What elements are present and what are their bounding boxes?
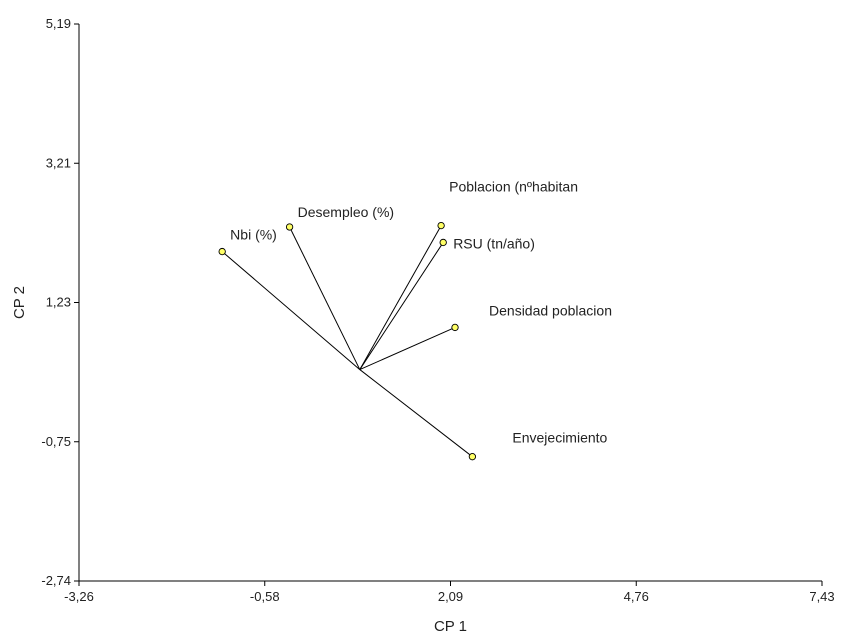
- vector-line: [359, 225, 442, 370]
- x-tick-label: 7,43: [809, 589, 834, 604]
- vector-line: [359, 369, 473, 458]
- vector-label: Nbi (%): [230, 227, 277, 243]
- vector-point: [468, 453, 477, 461]
- vector-line: [221, 251, 361, 370]
- y-tick-label: -2,74: [41, 573, 71, 588]
- y-tick-label: 1,23: [46, 295, 71, 310]
- x-tick-label: -3,26: [64, 589, 94, 604]
- vector-group: [218, 221, 477, 461]
- vector-point: [218, 247, 226, 256]
- vector-point: [451, 323, 459, 332]
- vector-label: RSU (tn/año): [453, 235, 535, 251]
- vector-line: [359, 326, 456, 371]
- vector-point: [439, 238, 447, 247]
- y-tick-label: -0,75: [41, 434, 71, 449]
- x-tick-label: 2,09: [438, 589, 463, 604]
- y-tick-label: 5,19: [46, 16, 71, 31]
- x-tick-label: 4,76: [624, 589, 649, 604]
- vector-label: Poblacion (nºhabitan: [449, 179, 578, 195]
- vector-label: Envejecimiento: [512, 430, 607, 446]
- vector-label: Densidad poblacion: [489, 302, 612, 318]
- vector-label-group: Poblacion (nºhabitan RSU (tn/año) Desemple…: [230, 179, 612, 446]
- y-tick-label: 3,21: [46, 155, 71, 170]
- vector-label: Desempleo (%): [298, 204, 394, 220]
- x-tick-label: -0,58: [250, 589, 280, 604]
- x-axis-title: CP 1: [434, 618, 467, 634]
- vector-line: [359, 242, 444, 370]
- vector-point: [285, 223, 294, 231]
- axes: -3,26 -0,58 2,09 4,76 7,43 -2,74 -0,75 1,23 3,21…: [41, 16, 834, 604]
- vector-line: [289, 226, 361, 370]
- y-axis-title: CP 2: [11, 286, 28, 319]
- vector-point: [437, 221, 445, 230]
